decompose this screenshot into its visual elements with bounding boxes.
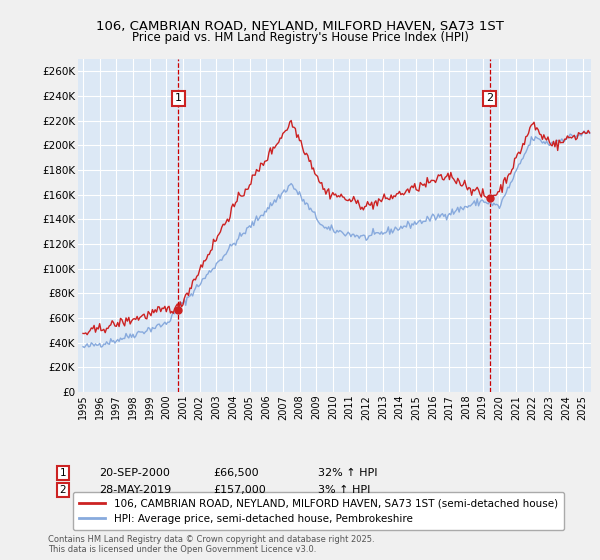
Text: 106, CAMBRIAN ROAD, NEYLAND, MILFORD HAVEN, SA73 1ST: 106, CAMBRIAN ROAD, NEYLAND, MILFORD HAV… (96, 20, 504, 32)
Legend: 106, CAMBRIAN ROAD, NEYLAND, MILFORD HAVEN, SA73 1ST (semi-detached house), HPI:: 106, CAMBRIAN ROAD, NEYLAND, MILFORD HAV… (73, 492, 564, 530)
Text: 28-MAY-2019: 28-MAY-2019 (99, 485, 171, 495)
Text: 2: 2 (486, 94, 493, 103)
Text: 32% ↑ HPI: 32% ↑ HPI (318, 468, 377, 478)
Text: 1: 1 (175, 94, 182, 103)
Text: 20-SEP-2000: 20-SEP-2000 (99, 468, 170, 478)
Text: 1: 1 (59, 468, 67, 478)
Text: 3% ↑ HPI: 3% ↑ HPI (318, 485, 370, 495)
Text: Price paid vs. HM Land Registry's House Price Index (HPI): Price paid vs. HM Land Registry's House … (131, 31, 469, 44)
Text: Contains HM Land Registry data © Crown copyright and database right 2025.
This d: Contains HM Land Registry data © Crown c… (48, 535, 374, 554)
Text: 2: 2 (59, 485, 67, 495)
Text: £66,500: £66,500 (213, 468, 259, 478)
Text: £157,000: £157,000 (213, 485, 266, 495)
